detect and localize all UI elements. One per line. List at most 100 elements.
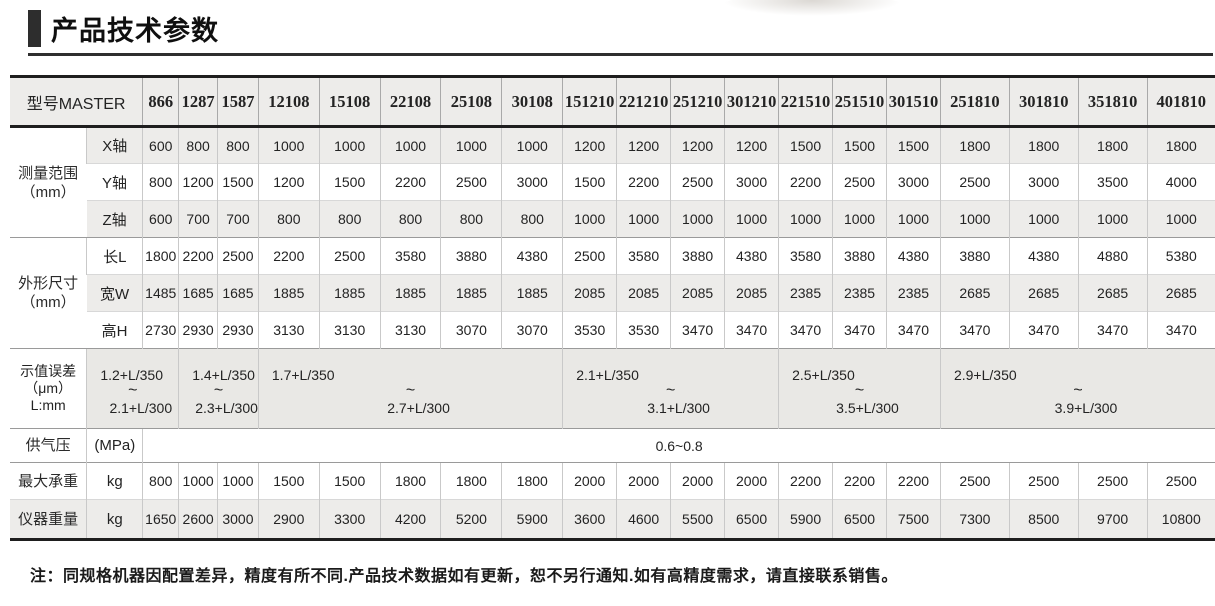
cell: 3000: [217, 499, 259, 541]
cell: 1650: [142, 499, 179, 541]
cell: 2500: [1077, 462, 1148, 500]
dimensions-label-line2: （mm）: [20, 294, 76, 311]
model-cell: 30108: [501, 75, 563, 128]
cell: 1685: [217, 274, 259, 312]
cell: 1500: [257, 462, 320, 500]
cell: 1000: [562, 200, 617, 238]
cell: 1200: [670, 126, 725, 164]
air-supply-unit: (MPa): [86, 428, 143, 463]
model-cell: 401810: [1146, 75, 1215, 128]
model-cell: 866: [142, 75, 179, 128]
cell: 2685: [939, 274, 1010, 312]
measure-range-label-line2: （mm）: [20, 183, 76, 201]
cell: 600: [142, 200, 179, 238]
error-value-upper: 2.1+L/350: [576, 366, 639, 383]
cell: 1000: [217, 462, 259, 500]
cell: 1000: [939, 200, 1010, 238]
header-row: 型号MASTER 866 1287 1587 12108 15108 22108…: [10, 75, 1215, 128]
model-cell: 1287: [178, 75, 218, 128]
model-cell: 25108: [440, 75, 502, 128]
cell: 4000: [1146, 163, 1215, 201]
cell: 2685: [1008, 274, 1079, 312]
cell: 2685: [1077, 274, 1148, 312]
row-air-supply: 供气压 (MPa) 0.6~0.8: [10, 428, 1215, 463]
sub-label: 宽W: [86, 274, 143, 312]
cell: 1000: [1008, 200, 1079, 238]
cell: 2200: [257, 237, 320, 275]
model-cell: 221510: [778, 75, 833, 128]
cell: 1500: [832, 126, 887, 164]
cell: 3130: [318, 311, 381, 349]
cell: 3000: [501, 163, 563, 201]
cell: 4600: [616, 499, 671, 541]
cell: 3130: [257, 311, 320, 349]
cell: 7300: [939, 499, 1010, 541]
cell: 2500: [670, 163, 725, 201]
error-value-upper: 1.4+L/350: [192, 366, 255, 383]
cell: 800: [379, 200, 441, 238]
cell: 2685: [1146, 274, 1215, 312]
cell: 3470: [886, 311, 941, 349]
cell: 1000: [257, 126, 320, 164]
cell: 800: [440, 200, 502, 238]
error-group-cell: 1.4+L/350 ~ 2.3+L/300: [178, 348, 259, 429]
cell: 3580: [778, 237, 833, 275]
cell: 1000: [886, 200, 941, 238]
cell: 2385: [778, 274, 833, 312]
cell: 2085: [724, 274, 779, 312]
cell: 1500: [318, 163, 381, 201]
cell: 9700: [1077, 499, 1148, 541]
cell: 1200: [178, 163, 218, 201]
cell: 3000: [724, 163, 779, 201]
cell: 1200: [616, 126, 671, 164]
cell: 3880: [939, 237, 1010, 275]
cell: 1000: [501, 126, 563, 164]
cell: 5500: [670, 499, 725, 541]
photo-remnant: [722, 0, 902, 16]
footnote: 注：同规格机器因配置差异，精度有所不同.产品技术数据如有更新，恕不另行通知.如有…: [30, 568, 898, 585]
tilde: ~: [854, 381, 865, 399]
air-supply-value: 0.6~0.8: [142, 428, 1215, 463]
row-instrument-weight: 仪器重量 kg 1650 2600 3000 2900 3300 4200 52…: [10, 499, 1215, 541]
cell: 3470: [939, 311, 1010, 349]
row-max-load: 最大承重 kg 800 1000 1000 1500 1500 1800 180…: [10, 462, 1215, 500]
cell: 6500: [724, 499, 779, 541]
instrument-weight-unit: kg: [86, 499, 143, 541]
cell: 2900: [257, 499, 320, 541]
error-group-cell: 2.5+L/350 ~ 3.5+L/300: [778, 348, 941, 429]
cell: 2085: [562, 274, 617, 312]
dimensions-label-line1: 外形尺寸: [18, 275, 79, 292]
error-value-lower: 3.9+L/300: [1054, 399, 1118, 416]
cell: 2500: [440, 163, 502, 201]
model-cell: 251210: [670, 75, 725, 128]
instrument-weight-label: 仪器重量: [10, 499, 87, 541]
cell: 1800: [939, 126, 1010, 164]
cell: 2085: [616, 274, 671, 312]
cell: 2200: [778, 462, 833, 500]
cell: 2200: [778, 163, 833, 201]
cell: 2930: [178, 311, 218, 349]
model-cell: 351810: [1077, 75, 1148, 128]
cell: 2500: [318, 237, 381, 275]
cell: 5200: [440, 499, 502, 541]
error-value-upper: 2.5+L/350: [792, 366, 855, 383]
cell: 1885: [440, 274, 502, 312]
cell: 1200: [562, 126, 617, 164]
cell: 1800: [440, 462, 502, 500]
cell: 1500: [217, 163, 259, 201]
cell: 2200: [832, 462, 887, 500]
dimensions-label: 外形尺寸 （mm）: [10, 237, 87, 349]
row-width: 宽W 1485 1685 1685 1885 1885 1885 1885 18…: [10, 274, 1215, 312]
cell: 1885: [379, 274, 441, 312]
cell: 1885: [257, 274, 320, 312]
cell: 700: [217, 200, 259, 238]
title-accent-bar: [28, 10, 41, 47]
cell: 1500: [318, 462, 381, 500]
row-length: 外形尺寸 （mm） 长L 1800 2200 2500 2200 2500 35…: [10, 237, 1215, 349]
model-cell: 1587: [217, 75, 259, 128]
cell: 1800: [501, 462, 563, 500]
model-cell: 251510: [832, 75, 887, 128]
cell: 4880: [1077, 237, 1148, 275]
cell: 1000: [616, 200, 671, 238]
